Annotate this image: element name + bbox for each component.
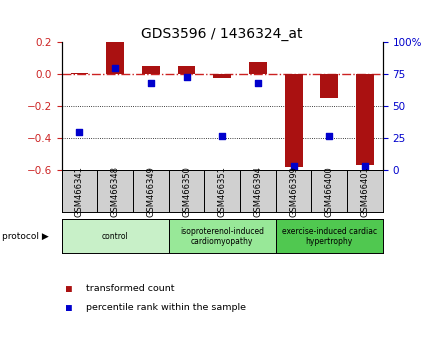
- Bar: [356, 74, 374, 165]
- Bar: [133, 170, 169, 212]
- Text: ■: ■: [66, 284, 72, 293]
- Text: GSM466350: GSM466350: [182, 166, 191, 217]
- Text: control: control: [102, 232, 128, 241]
- Text: protocol ▶: protocol ▶: [2, 232, 49, 241]
- Text: GSM466351: GSM466351: [218, 166, 227, 217]
- Bar: [249, 62, 267, 74]
- Bar: [285, 74, 303, 167]
- Point: [254, 80, 261, 86]
- Bar: [62, 219, 169, 253]
- Point: [290, 163, 297, 169]
- Bar: [169, 170, 204, 212]
- Text: ■: ■: [66, 303, 72, 313]
- Text: GSM466400: GSM466400: [325, 166, 334, 217]
- Text: exercise-induced cardiac
hypertrophy: exercise-induced cardiac hypertrophy: [282, 227, 377, 246]
- Point: [76, 129, 83, 135]
- Bar: [276, 170, 312, 212]
- Text: transformed count: transformed count: [86, 284, 174, 293]
- Bar: [70, 73, 88, 74]
- Bar: [142, 67, 160, 74]
- Bar: [169, 219, 276, 253]
- Text: percentile rank within the sample: percentile rank within the sample: [86, 303, 246, 313]
- Text: GSM466348: GSM466348: [110, 166, 120, 217]
- Text: isoproterenol-induced
cardiomyopathy: isoproterenol-induced cardiomyopathy: [180, 227, 264, 246]
- Bar: [178, 65, 195, 74]
- Text: GSM466401: GSM466401: [360, 166, 370, 217]
- Text: GSM466341: GSM466341: [75, 166, 84, 217]
- Text: GSM466394: GSM466394: [253, 166, 262, 217]
- Bar: [320, 74, 338, 98]
- Text: GSM466349: GSM466349: [147, 166, 155, 217]
- Bar: [276, 219, 383, 253]
- Bar: [213, 74, 231, 78]
- Bar: [312, 170, 347, 212]
- Text: GSM466399: GSM466399: [289, 166, 298, 217]
- Bar: [97, 170, 133, 212]
- Bar: [62, 170, 97, 212]
- Point: [219, 133, 226, 138]
- Point: [326, 133, 333, 138]
- Point: [112, 65, 119, 71]
- Point: [183, 74, 190, 80]
- Point: [361, 163, 368, 169]
- Title: GDS3596 / 1436324_at: GDS3596 / 1436324_at: [141, 28, 303, 41]
- Bar: [240, 170, 276, 212]
- Point: [147, 80, 154, 86]
- Bar: [347, 170, 383, 212]
- Bar: [204, 170, 240, 212]
- Bar: [106, 42, 124, 74]
